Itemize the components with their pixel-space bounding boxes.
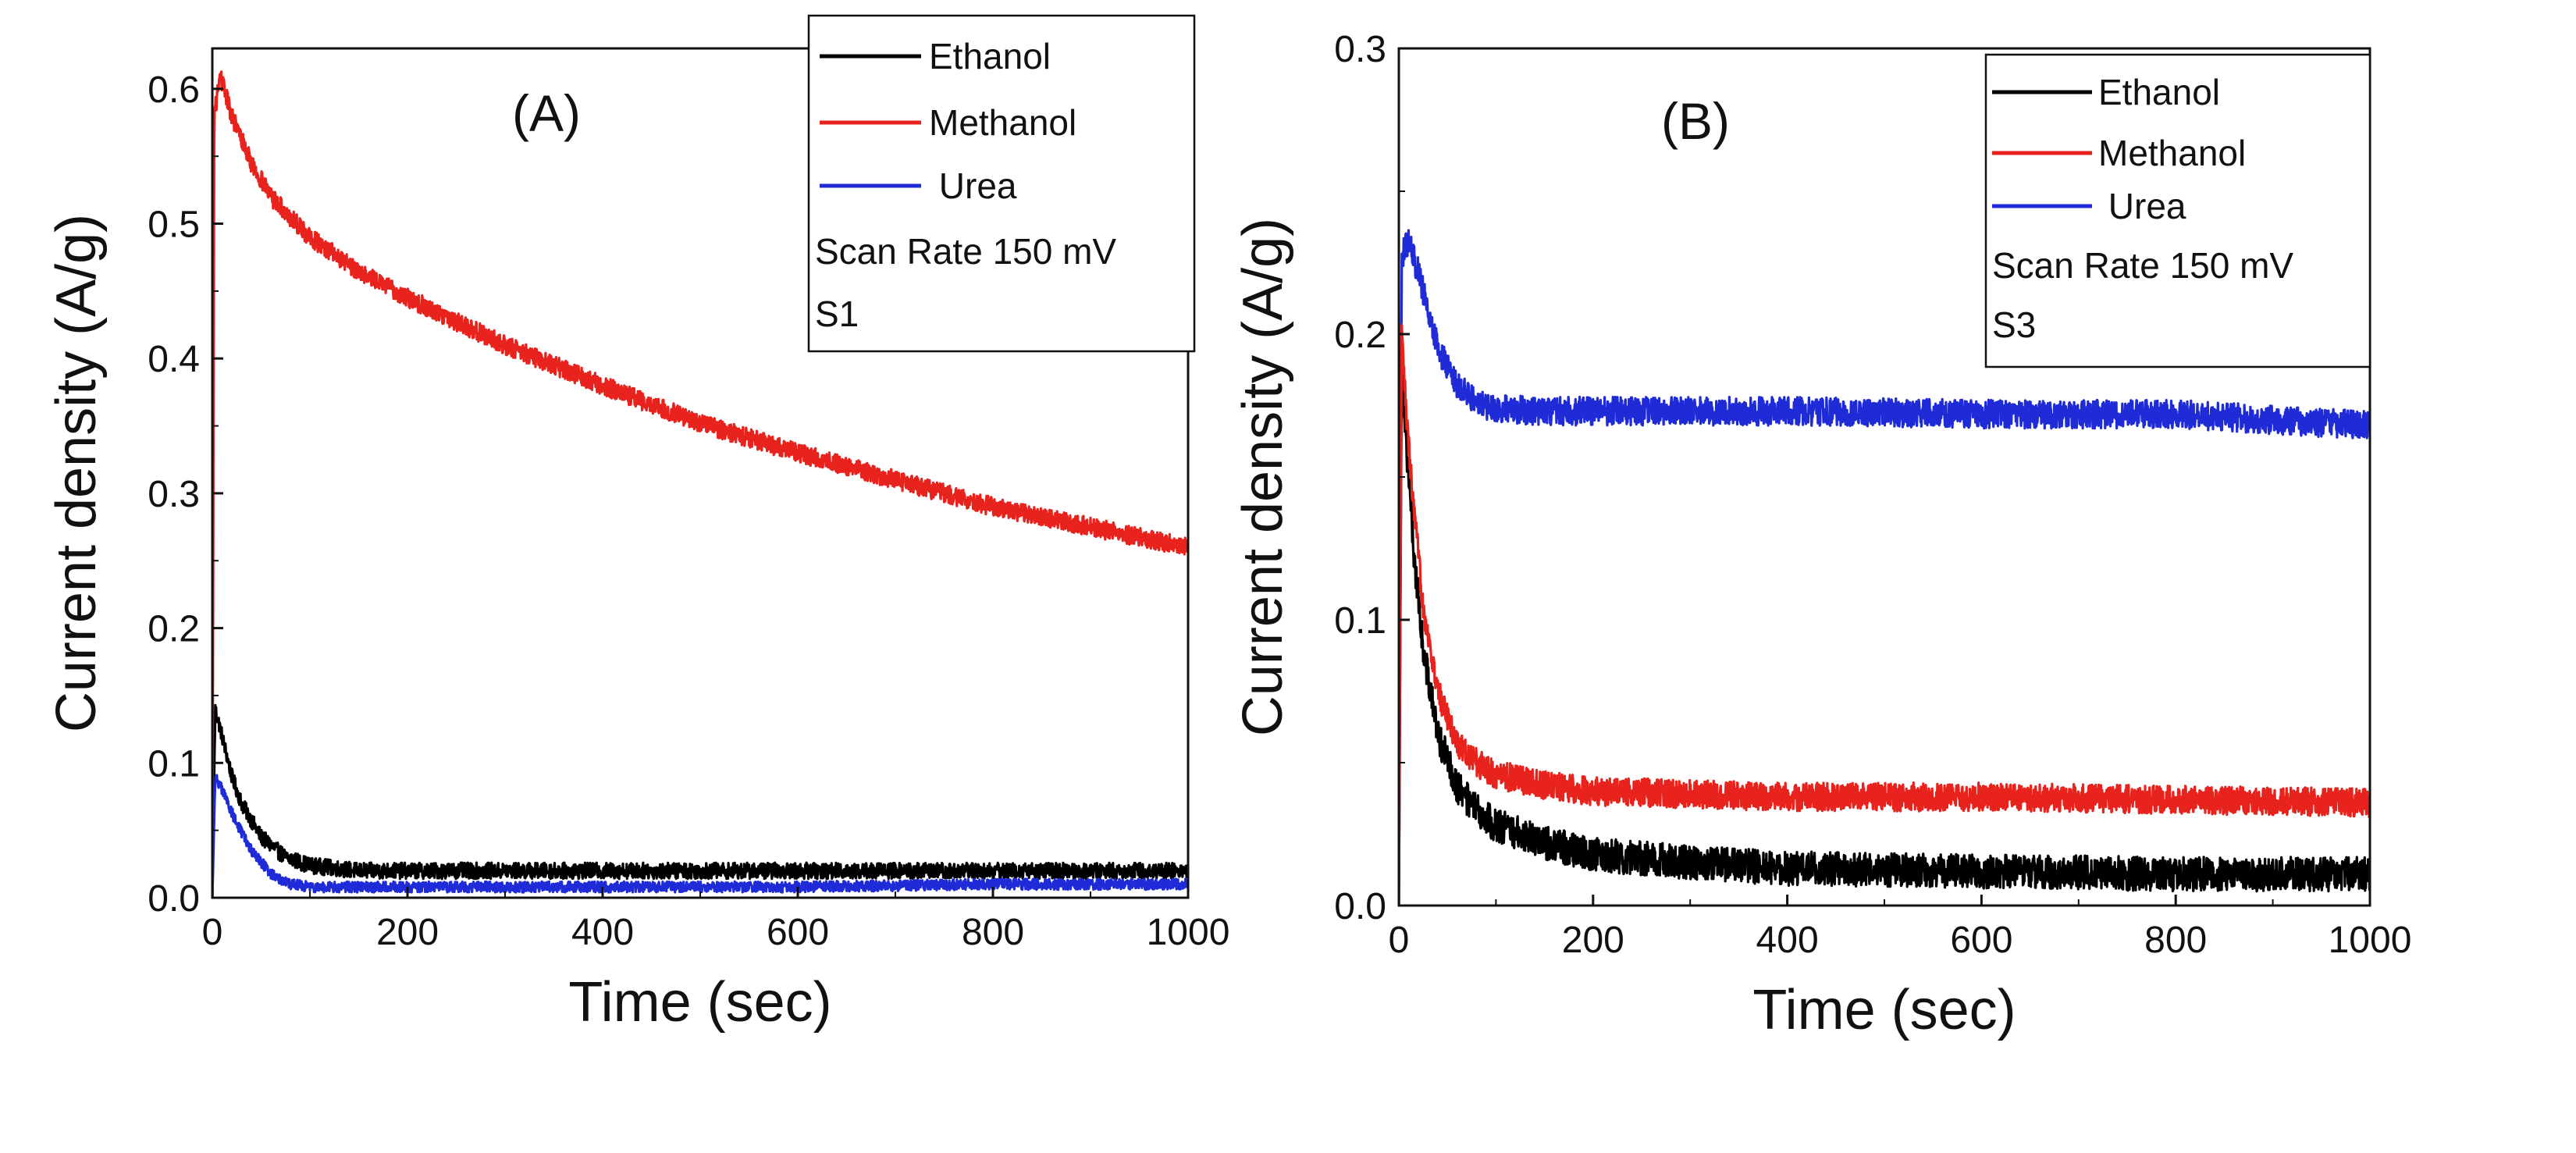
x-tick-label: 600	[1950, 920, 2012, 961]
y-tick-label: 0.5	[148, 205, 200, 246]
chart-panel-b: 0 200 400 600 800 1000 0.0 0.1 0.2 0.3 Time (sec) C…	[1232, 29, 2411, 1041]
panel-label: (B)	[1661, 92, 1730, 150]
legend-label-ethanol: Ethanol	[2098, 72, 2220, 112]
series-line-methanol	[1399, 323, 2370, 906]
legend-label-methanol: Methanol	[2098, 133, 2246, 173]
legend-note: S3	[1992, 304, 2036, 345]
legend-note: Scan Rate 150 mV	[815, 231, 1116, 272]
legend-box	[1984, 53, 2371, 368]
x-tick-label: 800	[962, 912, 1024, 953]
y-tick-label: 0.4	[148, 339, 200, 380]
series-line-ethanol	[1399, 372, 2370, 906]
y-tick-label: 0.1	[1334, 600, 1386, 642]
series-line-urea	[1399, 229, 2370, 906]
y-tick-label: 0.0	[148, 878, 200, 920]
series-group	[212, 70, 1188, 898]
x-tick-label: 800	[2144, 920, 2207, 961]
x-axis-title: Time (sec)	[1752, 979, 2016, 1041]
legend-note: Scan Rate 150 mV	[1992, 245, 2293, 286]
series-line-urea	[212, 774, 1188, 898]
legend: Ethanol Methanol Urea Scan Rate 150 mV S3	[1984, 53, 2371, 368]
legend-label-urea: Urea	[929, 165, 1017, 206]
x-tick-label: 0	[1389, 920, 1410, 961]
y-axis-title: Current density (A/g)	[45, 214, 108, 732]
x-tick-label: 1000	[2329, 920, 2412, 961]
y-tick-label: 0.3	[1334, 29, 1386, 70]
series-line-ethanol	[212, 703, 1188, 898]
x-tick-label: 200	[376, 912, 439, 953]
legend-label-ethanol: Ethanol	[929, 36, 1051, 77]
legend: Ethanol Methanol Urea Scan Rate 150 mV S1	[807, 14, 1196, 353]
y-axis-title: Current density (A/g)	[1232, 218, 1294, 736]
series-line-methanol	[212, 70, 1188, 898]
chart-panel-a: 0 200 400 600 800 1000 0.0 0.1 0.2 0.3 0.4 0.5 0.6 Ti…	[45, 14, 1230, 1034]
x-tick-label: 200	[1562, 920, 1624, 961]
legend-box	[807, 14, 1196, 353]
legend-note: S1	[815, 294, 859, 334]
x-tick-label: 0	[202, 912, 223, 953]
y-tick-label: 0.2	[148, 609, 200, 650]
y-tick-label: 0.6	[148, 69, 200, 111]
y-tick-label: 0.1	[148, 743, 200, 785]
y-tick-label: 0.2	[1334, 315, 1386, 356]
series-group	[1399, 229, 2370, 906]
x-tick-label: 400	[1756, 920, 1819, 961]
legend-label-methanol: Methanol	[929, 102, 1076, 143]
x-tick-label: 600	[767, 912, 829, 953]
y-tick-label: 0.0	[1334, 886, 1386, 927]
x-axis-title: Time (sec)	[568, 971, 831, 1034]
x-tick-label: 1000	[1147, 912, 1230, 953]
legend-label-urea: Urea	[2098, 186, 2186, 226]
y-tick-label: 0.3	[148, 474, 200, 515]
x-tick-label: 400	[571, 912, 634, 953]
panel-label: (A)	[512, 84, 581, 142]
